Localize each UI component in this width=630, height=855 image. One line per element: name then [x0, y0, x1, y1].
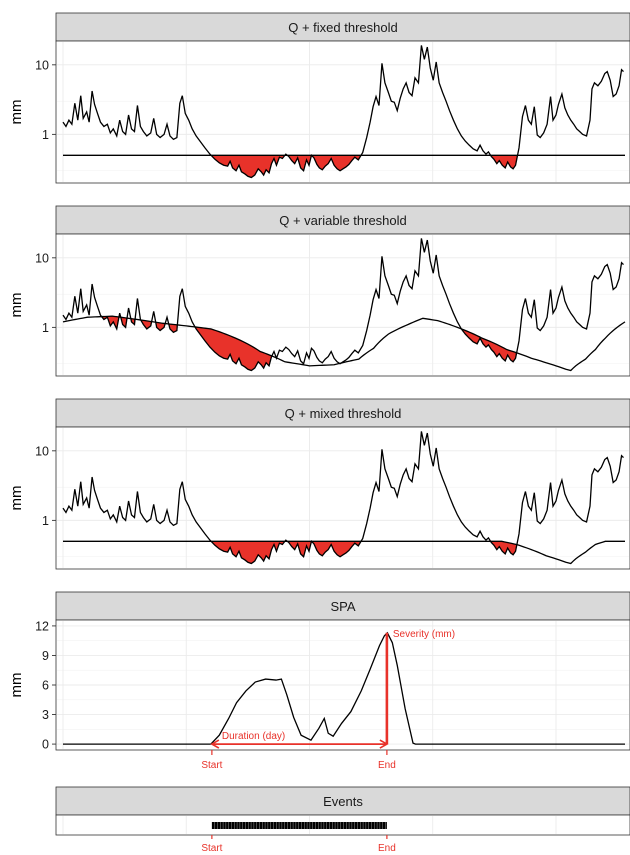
panel-title-mixed: Q + mixed threshold: [285, 406, 402, 421]
y-tick-label: 6: [42, 679, 49, 693]
strip-variable-threshold: [55, 205, 630, 235]
event-bar-day-marks: [214, 822, 386, 829]
discharge-line-mixed: [62, 431, 624, 565]
y-ticks-fixed: 1 10: [35, 58, 56, 142]
gridlines-variable: [57, 235, 629, 375]
event-duration-bar: [211, 822, 387, 829]
panel-variable-threshold: Q + variable threshold mm 1 10: [8, 205, 630, 377]
strip-mixed-threshold: [55, 398, 630, 428]
y-ticks-mixed: 1 10: [35, 444, 56, 528]
y-tick-label: 12: [35, 619, 49, 633]
end-label-events: End: [378, 843, 396, 854]
discharge-line-fixed: [62, 45, 624, 179]
y-tick-label: 1: [42, 514, 49, 528]
panel-title-spa: SPA: [330, 599, 355, 614]
severity-label: Severity (mm): [393, 629, 455, 640]
y-axis-label-variable: mm: [8, 293, 25, 318]
gridlines-fixed: [57, 42, 629, 182]
duration-arrow-head-end: [379, 739, 389, 749]
panel-events: Events Start End: [55, 786, 630, 854]
y-axis-label-spa: mm: [8, 673, 25, 698]
panel-title-events: Events: [323, 794, 363, 809]
end-label-spa: End: [378, 760, 396, 771]
y-tick-label: 1: [42, 128, 49, 142]
start-label-events: Start: [201, 843, 222, 854]
y-tick-label: 1: [42, 321, 49, 335]
strip-spa: [55, 591, 630, 621]
panel-title-fixed: Q + fixed threshold: [288, 20, 397, 35]
discharge-line-variable: [62, 238, 624, 372]
y-ticks-spa: 0 3 6 9 12: [35, 619, 56, 752]
panel-title-variable: Q + variable threshold: [279, 213, 407, 228]
panel-mixed-threshold: Q + mixed threshold mm 1 10: [8, 398, 630, 570]
duration-label: Duration (day): [222, 731, 285, 742]
spa-line: [63, 631, 625, 745]
strip-fixed-threshold: [55, 12, 630, 42]
y-tick-label: 3: [42, 708, 49, 722]
duration-arrow-head-start: [210, 739, 220, 749]
plot-area-variable: [55, 233, 630, 377]
panel-spa: SPA Severity (mm) Duration (day) Start E…: [8, 591, 630, 771]
y-tick-label: 10: [35, 444, 49, 458]
panel-fixed-threshold: Q + fixed threshold mm 1 10: [8, 12, 630, 184]
gridlines-mixed: [57, 428, 629, 568]
threshold-line-mixed: [63, 540, 625, 565]
threshold-line-variable: [62, 315, 626, 372]
y-axis-label-mixed: mm: [8, 486, 25, 511]
y-tick-label: 10: [35, 58, 49, 72]
y-tick-label: 10: [35, 251, 49, 265]
y-tick-label: 9: [42, 649, 49, 663]
y-axis-label-fixed: mm: [8, 100, 25, 125]
y-tick-label: 0: [42, 738, 49, 752]
y-ticks-variable: 1 10: [35, 251, 56, 335]
start-label-spa: Start: [201, 760, 222, 771]
